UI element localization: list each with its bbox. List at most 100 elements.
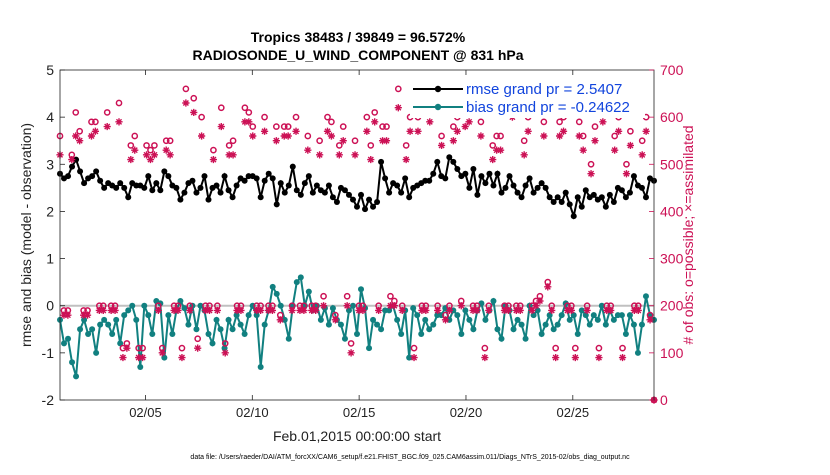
rmse-point: [426, 177, 433, 184]
obs-assimilated-marker: [489, 155, 497, 164]
obs-possible-marker: [552, 344, 560, 352]
obs-assimilated-marker: [485, 306, 493, 315]
rmse-point: [221, 173, 228, 180]
obs-assimilated-marker: [198, 132, 206, 140]
y-left-tick-label: 0: [46, 298, 54, 314]
obs-possible-marker: [520, 137, 528, 145]
obs-assimilated-marker: [414, 127, 422, 135]
obs-assimilated-marker: [465, 118, 473, 126]
obs-assimilated-marker: [630, 306, 638, 315]
bias-point: [145, 312, 152, 319]
rmse-point: [349, 196, 356, 203]
obs-possible-marker: [72, 109, 80, 116]
bias-point: [133, 316, 140, 323]
rmse-point: [145, 173, 152, 180]
y-right-tick-label: 700: [660, 62, 684, 78]
bias-point: [398, 331, 405, 337]
y-left-tick-label: 5: [46, 62, 54, 78]
bias-point: [317, 316, 324, 323]
obs-possible-marker: [394, 85, 402, 93]
obs-assimilated-marker: [351, 151, 359, 159]
bias-point: [209, 340, 216, 347]
rmse-point: [313, 182, 320, 189]
rmse-point: [297, 191, 304, 198]
rmse-point: [253, 175, 260, 182]
obs-assimilated-marker: [170, 306, 178, 315]
obs-assimilated-marker: [323, 127, 332, 135]
obs-assimilated-marker: [410, 353, 418, 362]
obs-assimilated-marker: [316, 151, 324, 159]
bias-point: [618, 312, 625, 319]
rmse-point: [161, 168, 168, 175]
rmse-point: [378, 158, 385, 165]
bias-point: [522, 335, 529, 342]
bias-point: [185, 321, 192, 328]
obs-assimilated-marker: [190, 108, 198, 117]
rmse-point: [125, 194, 132, 201]
obs-assimilated-marker: [563, 306, 572, 315]
rmse-point: [269, 175, 276, 182]
bias-point: [422, 316, 429, 323]
x-tick-label: 02/15: [343, 405, 376, 420]
bias-point: [462, 307, 469, 314]
obs-possible-marker: [143, 142, 150, 149]
obs-possible-marker: [587, 160, 595, 168]
bias-point: [149, 331, 156, 337]
obs-assimilated-marker: [418, 306, 426, 315]
obs-possible-marker: [324, 113, 331, 121]
obs-possible-marker: [591, 123, 599, 130]
obs-possible-marker: [178, 344, 186, 352]
obs-possible-marker: [194, 335, 202, 343]
rmse-point: [333, 199, 340, 205]
rmse-point: [241, 177, 248, 184]
rmse-point: [638, 184, 645, 191]
obs-assimilated-marker: [158, 349, 166, 357]
obs-possible-marker: [304, 132, 312, 140]
bias-point: [630, 321, 637, 328]
obs-assimilated-marker: [441, 316, 450, 324]
obs-possible-marker: [367, 142, 375, 149]
obs-assimilated-marker: [178, 353, 186, 362]
rmse-point: [309, 189, 316, 196]
obs-assimilated-marker: [245, 118, 253, 126]
chart-title-line1: Tropics 38483 / 39849 = 96.572%: [251, 29, 466, 45]
rmse-point: [117, 180, 124, 187]
obs-assimilated-marker: [162, 146, 170, 154]
obs-possible-marker: [210, 146, 217, 154]
bias-point: [570, 312, 577, 319]
rmse-point: [590, 191, 597, 198]
obs-assimilated-marker: [327, 132, 336, 140]
rmse-point: [482, 180, 489, 187]
bias-point: [550, 326, 557, 333]
bias-point: [293, 279, 300, 286]
chart-title-line2: RADIOSONDE_U_WIND_COMPONENT @ 831 hPa: [192, 47, 523, 63]
obs-assimilated-marker: [449, 137, 457, 145]
obs-assimilated-marker: [260, 127, 269, 135]
obs-possible-marker: [497, 132, 504, 140]
obs-possible-marker: [320, 292, 327, 300]
bias-point: [542, 321, 549, 328]
rmse-point: [430, 170, 437, 177]
bias-point: [69, 359, 76, 366]
legend-bias-marker: [434, 103, 442, 111]
bias-point: [418, 331, 425, 337]
obs-possible-marker: [387, 292, 394, 300]
obs-assimilated-marker: [426, 118, 434, 126]
rmse-point: [494, 170, 501, 177]
bias-point: [518, 321, 525, 328]
obs-possible-marker: [162, 137, 170, 145]
bias-point: [61, 340, 68, 347]
obs-assimilated-marker: [146, 155, 155, 164]
obs-assimilated-marker: [524, 127, 532, 135]
obs-assimilated-marker: [304, 146, 312, 154]
obs-assimilated-marker: [614, 127, 623, 135]
bias-point: [586, 321, 593, 328]
rmse-point: [273, 201, 280, 208]
y-left-tick-label: 1: [46, 251, 54, 267]
rmse-point: [261, 177, 268, 184]
bias-point: [285, 335, 292, 342]
obs-assimilated-marker: [229, 151, 237, 159]
obs-assimilated-marker: [607, 306, 615, 315]
